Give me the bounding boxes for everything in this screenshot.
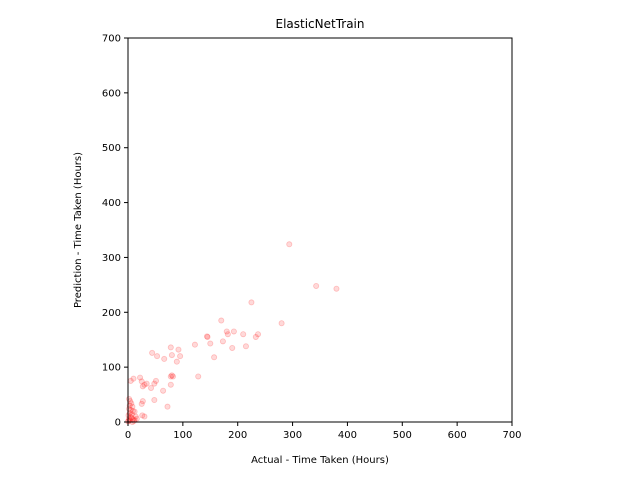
y-tick-label: 100 [102, 363, 121, 374]
scatter-point [224, 331, 231, 338]
scatter-point [132, 413, 139, 420]
scatter-point [255, 331, 262, 338]
scatter-point [151, 397, 158, 404]
scatter-point [149, 349, 156, 356]
scatter-point [173, 358, 180, 365]
scatter-point [143, 380, 150, 387]
x-axis-ticks: 0 100 200 300 400 500 600 700 [125, 422, 522, 441]
scatter-point [154, 353, 161, 360]
scatter-point [139, 398, 146, 405]
y-axis-ticks: 0 100 200 300 400 500 600 700 [102, 34, 128, 429]
x-tick-label: 100 [173, 430, 192, 441]
scatter-point [191, 341, 198, 348]
points-layer [125, 241, 340, 425]
scatter-point [139, 383, 146, 390]
scatter-point [161, 355, 168, 362]
scatter-point [160, 387, 167, 394]
scatter-point [128, 414, 135, 421]
scatter-point [127, 377, 134, 384]
scatter-point [167, 373, 174, 380]
scatter-point [137, 374, 144, 381]
scatter-point [167, 381, 174, 388]
scatter-point [139, 412, 146, 419]
y-tick-label: 700 [102, 34, 121, 45]
scatter-point [133, 415, 140, 422]
scatter-point [148, 384, 155, 391]
y-tick-label: 200 [102, 308, 121, 319]
scatter-point [128, 411, 135, 418]
y-tick-label: 300 [102, 253, 121, 264]
scatter-point [175, 346, 182, 353]
y-tick-label: 500 [102, 143, 121, 154]
scatter-point [130, 375, 137, 382]
scatter-point [128, 400, 135, 407]
scatter-point [131, 408, 138, 415]
scatter-point [167, 344, 174, 351]
scatter-point [223, 328, 230, 335]
scatter-point [138, 378, 145, 385]
scatter-point [333, 285, 340, 292]
x-tick-label: 0 [125, 430, 131, 441]
scatter-point [313, 282, 320, 289]
scatter-point [248, 299, 255, 306]
scatter-point [207, 340, 214, 347]
scatter-point [129, 408, 136, 415]
y-tick-label: 0 [115, 418, 121, 429]
scatter-point [151, 380, 158, 387]
scatter-point [242, 343, 249, 350]
x-tick-label: 600 [448, 430, 467, 441]
scatter-point [168, 372, 175, 379]
y-axis-label: Prediction - Time Taken (Hours) [73, 152, 84, 308]
scatter-point [211, 354, 218, 361]
x-tick-label: 400 [338, 430, 357, 441]
scatter-point [129, 403, 136, 410]
scatter-point [177, 353, 184, 360]
scatter-point [141, 413, 148, 420]
x-tick-label: 200 [228, 430, 247, 441]
scatter-point [203, 333, 210, 340]
y-tick-label: 400 [102, 198, 121, 209]
scatter-point [141, 381, 148, 388]
x-tick-label: 300 [283, 430, 302, 441]
scatter-point [164, 403, 171, 410]
scatter-point [219, 338, 226, 345]
scatter-point [230, 328, 237, 335]
scatter-point [286, 241, 293, 248]
y-tick-label: 600 [102, 88, 121, 99]
scatter-point [252, 333, 259, 340]
scatter-point [125, 412, 132, 419]
scatter-point [195, 373, 202, 380]
x-axis-label: Actual - Time Taken (Hours) [251, 455, 389, 466]
scatter-point [278, 320, 285, 327]
scatter-point [240, 331, 247, 338]
plot-frame [127, 37, 513, 423]
scatter-point [138, 400, 145, 407]
scatter-point [152, 377, 159, 384]
scatter-point [169, 373, 176, 380]
scatter-point [168, 352, 175, 359]
scatter-point [218, 317, 225, 324]
x-tick-label: 500 [393, 430, 412, 441]
scatter-point [229, 344, 236, 351]
chart-title: ElasticNetTrain [275, 17, 364, 31]
x-tick-label: 700 [502, 430, 521, 441]
scatter-point [204, 333, 211, 340]
